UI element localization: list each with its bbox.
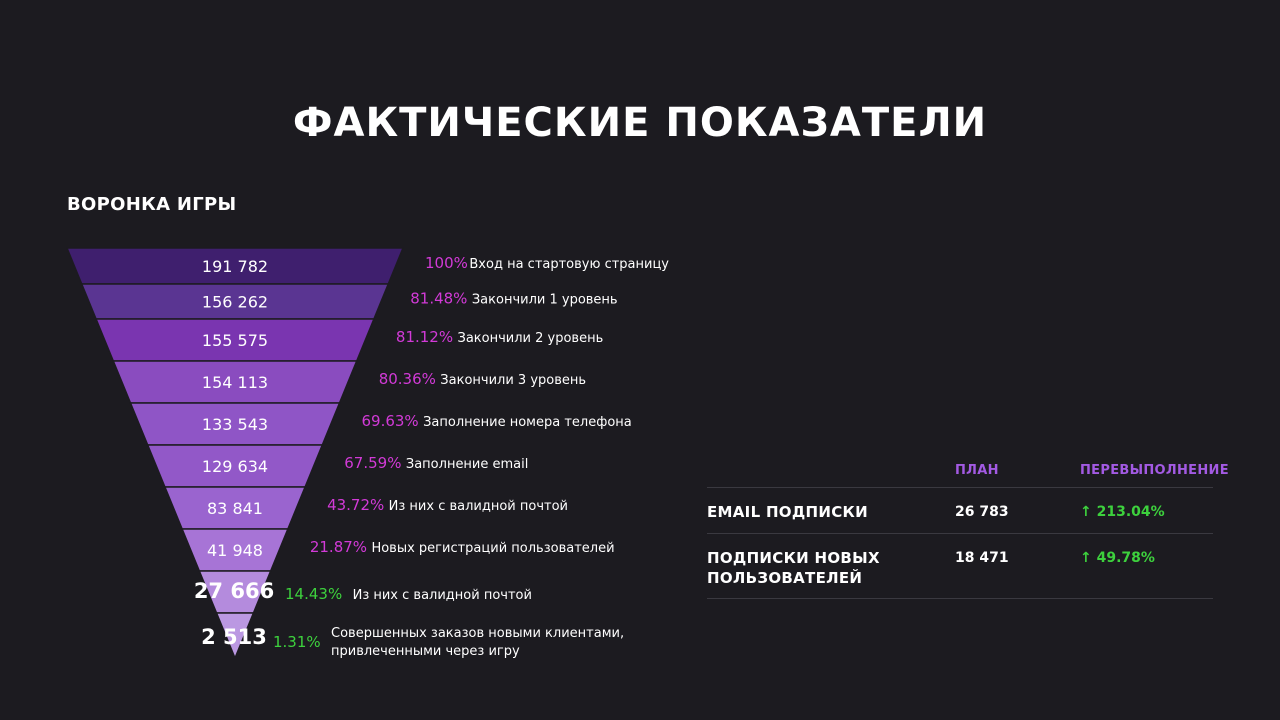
stage-value: 129 634 [202,457,268,476]
stage-percent: 1.31% [273,633,321,651]
funnel-stage: 154 113 80.36% Закончили 3 уровень [112,360,586,404]
stage-value: 154 113 [202,373,268,392]
stage-value: 155 575 [202,331,268,350]
stage-label: Закончили 3 уровень [440,373,586,388]
row-overfulfillment: ↑ 213.04% [1080,504,1165,520]
stage-label: Совершенных заказов новыми клиентами, [331,626,624,641]
funnel-stage: 133 543 69.63% Заполнение номера телефона [129,402,632,446]
stage-label-line2: привлеченными через игру [331,644,520,659]
stage-label: Из них с валидной почтой [389,499,568,514]
stage-percent: 69.63% [361,412,418,430]
stage-value: 133 543 [202,415,268,434]
funnel-segment [215,612,255,660]
stage-percent: 80.36% [379,370,436,388]
stage-label: Новых регистраций пользователей [371,541,614,556]
row-name: EMAIL ПОДПИСКИ [707,503,868,521]
row-name: ПОДПИСКИ НОВЫХ ПОЛЬЗОВАТЕЛЕЙ [707,549,880,587]
funnel-stage: 155 575 81.12% Закончили 2 уровень [94,318,604,362]
table-row: ПОДПИСКИ НОВЫХ ПОЛЬЗОВАТЕЛЕЙ 18 471 ↑ 49… [707,534,1213,599]
funnel-stage: 41 948 21.87% Новых регистраций пользовате… [181,528,615,572]
funnel-stage: 191 782 100% Вход на стартовую страницу [65,247,669,285]
row-overfulfillment: ↑ 49.78% [1080,550,1155,566]
stage-value: 2 513 [201,625,267,649]
row-plan: 18 471 [955,550,1009,566]
stage-label: Из них с валидной почтой [353,588,532,603]
table-header: ПЛАН ПЕРЕВЫПОЛНЕНИЕ [707,460,1229,488]
funnel-stage: 156 262 81.48% Закончили 1 уровень [80,283,618,320]
overfulfillment-header: ПЕРЕВЫПОЛНЕНИЕ [1080,463,1229,478]
table-row: EMAIL ПОДПИСКИ 26 783 ↑ 213.04% [707,488,1213,534]
stage-label: Закончили 2 уровень [458,331,604,346]
stage-percent: 81.12% [396,328,453,346]
stage-percent: 21.87% [310,538,367,556]
funnel-stage: 27 666 14.43% Из них с валидной почтой [194,570,532,614]
funnel-stage: 2 513 1.31% Совершенных заказов новыми кли… [201,612,624,660]
stage-percent: 67.59% [344,454,401,472]
stage-label: Заполнение email [406,457,529,472]
stage-label: Заполнение номера телефона [423,415,632,430]
stage-value: 191 782 [202,257,268,276]
row-plan: 26 783 [955,504,1009,520]
plan-header: ПЛАН [955,463,999,478]
funnel-title: ВОРОНКА ИГРЫ [67,194,237,215]
plan-table: ПЛАН ПЕРЕВЫПОЛНЕНИЕ EMAIL ПОДПИСКИ 26 78… [707,460,1229,599]
stage-label: Закончили 1 уровень [472,293,618,308]
page-title: ФАКТИЧЕСКИЕ ПОКАЗАТЕЛИ [292,100,988,146]
funnel-stage: 129 634 67.59% Заполнение email [146,444,529,488]
funnel-stage: 83 841 43.72% Из них с валидной почтой [163,486,568,530]
stage-value: 41 948 [207,541,263,560]
stage-value: 156 262 [202,293,268,312]
stage-value: 27 666 [194,579,274,603]
stage-label: Вход на стартовую страницу [469,257,669,272]
stage-percent: 14.43% [285,585,342,603]
stage-percent: 81.48% [410,290,467,308]
stage-value: 83 841 [207,499,263,518]
stage-percent: 100% [425,254,468,272]
stage-percent: 43.72% [327,496,384,514]
